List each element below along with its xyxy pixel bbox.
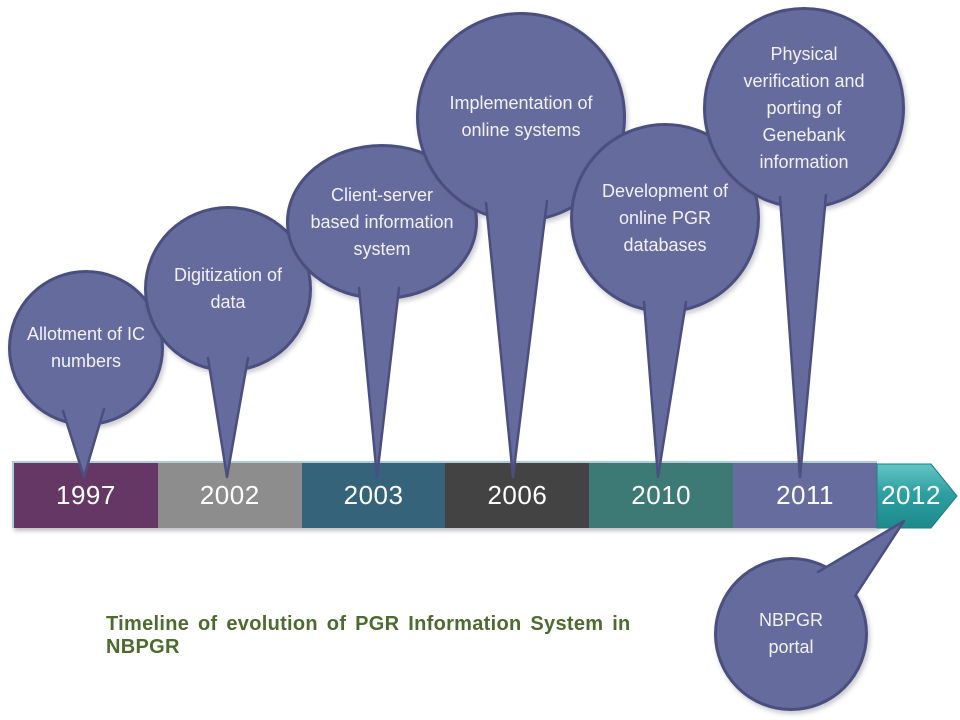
caption: Timeline of evolution of PGR Information…: [106, 613, 631, 658]
year-label-2002: 2002: [199, 480, 260, 510]
segment-2012-arrow-label: 2012: [878, 463, 944, 527]
year-label-1997: 1997: [55, 480, 116, 510]
balloon-2011-label: Physical verification and porting of Gen…: [743, 43, 865, 172]
balloon-tail-2010: [642, 300, 688, 479]
balloon-2011: Physical verification and porting of Gen…: [703, 7, 905, 209]
balloon-1997: Allotment of IC numbers: [8, 270, 164, 426]
balloon-tail-2011: [778, 193, 828, 479]
balloon-2012-label: NBPGR portal: [758, 610, 823, 657]
segment-2006: 2006: [445, 463, 590, 528]
balloon-2012: NBPGR portal: [714, 557, 868, 711]
year-label-2011: 2011: [776, 480, 835, 510]
balloon-2002-label: Digitization of data: [173, 265, 283, 312]
year-label-2006: 2006: [487, 480, 548, 510]
balloon-1997-label: Allotment of IC numbers: [26, 324, 146, 371]
balloon-tail-2006: [484, 199, 549, 479]
year-label-2012: 2012: [881, 479, 941, 510]
balloon-2010-label: Development of online PGR databases: [601, 180, 729, 255]
balloon-2006-label: Implementation of online systems: [449, 93, 593, 140]
segment-2002: 2002: [157, 463, 302, 528]
year-label-2003: 2003: [343, 480, 404, 510]
segment-2011: 2011: [733, 463, 877, 528]
balloon-2003-label: Client-server based information system: [310, 184, 454, 259]
balloon-2002: Digitization of data: [144, 206, 312, 372]
balloon-2006: Implementation of online systems: [416, 12, 626, 222]
segment-2003: 2003: [301, 463, 446, 528]
balloon-tail-2002: [206, 356, 250, 479]
segment-1997: 1997: [14, 463, 158, 528]
segment-2010: 2010: [589, 463, 734, 528]
balloon-tail-2003: [357, 286, 401, 479]
timeline-bar: 1997 2002 2003 2006 2010 2011: [12, 461, 877, 528]
year-label-2010: 2010: [631, 480, 692, 510]
